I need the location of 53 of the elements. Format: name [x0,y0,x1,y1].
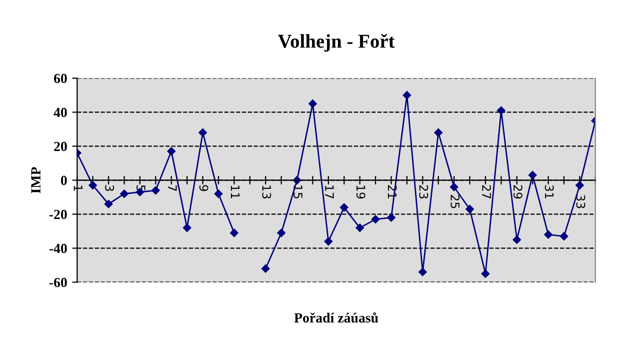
point [104,200,113,208]
point [576,181,584,190]
y-tick-label: 40 [54,108,67,118]
point [214,190,223,198]
point [182,224,192,232]
point [512,236,522,244]
y-tick-label: 0 [60,176,67,186]
x-tick-label: 27 [482,185,491,198]
point [528,170,537,180]
point [261,264,270,273]
y-tick-label: -20 [49,210,67,220]
y-tick-label: 60 [54,74,67,84]
point [434,128,442,137]
point [402,91,412,100]
point [230,228,238,238]
point [418,268,427,276]
point [324,237,333,246]
point [560,232,568,240]
x-tick-label: 9 [199,185,208,192]
x-tick-label: 19 [356,186,366,199]
y-tick-label: 20 [54,142,67,152]
y-tick-label: -60 [49,278,67,288]
point [120,190,128,198]
point [152,186,160,195]
x-tick-label: 3 [105,185,114,191]
x-tick-label: 7 [168,185,177,191]
point [466,204,474,214]
x-axis-title: Pořadí záúasů [294,312,378,323]
point [481,270,490,278]
point [308,100,317,108]
chart-title: Volhejn - Fořt [278,34,395,52]
x-tick-label: 25 [450,194,460,208]
y-axis-title: IMP [31,167,40,194]
x-tick-label: 11 [230,186,240,198]
point [198,128,207,137]
y-tick-label: -40 [49,244,67,254]
point [340,203,348,212]
x-tick-label: 17 [325,186,334,198]
point [544,230,552,239]
x-tick-label: 31 [544,185,554,198]
point [371,215,380,224]
x-tick-label: 13 [262,186,272,198]
point [497,106,506,115]
x-tick-label: 29 [513,185,522,199]
x-tick-label: 33 [576,194,586,208]
x-tick-label: 1 [74,186,82,191]
point [167,147,176,156]
point [277,228,286,238]
x-tick-label: 23 [419,185,428,198]
point [356,224,364,232]
point [387,213,396,222]
point [88,181,97,190]
point [450,182,458,192]
